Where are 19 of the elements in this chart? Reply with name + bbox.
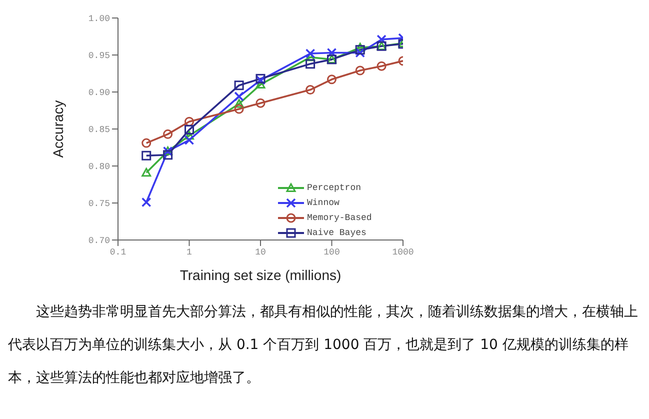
x-tick-label: 10 (255, 247, 266, 258)
x-tick-label: 0.1 (110, 247, 126, 258)
legend-label: Memory-Based (307, 212, 372, 222)
y-tick-label: 0.75 (88, 199, 110, 210)
y-tick-label: 0.85 (88, 125, 110, 136)
y-tick-label: 0.90 (88, 88, 110, 98)
y-tick-label: 0.70 (88, 236, 110, 246)
x-tick-label: 1000 (392, 247, 414, 258)
y-tick-label: 1.00 (88, 14, 110, 24)
text: 这些趋势非常明显首先大部分算法，都具有相似的性能，其次，随着训练数据集的增大，在横轴上代表以百万为单位的训练集大小，从 0.1 个百万到 1000 百万，也就是到了 10 亿规模的训练集的样本，这些算法的性能也都对应地增强了。 (8, 304, 638, 386)
x-axis-title: Training set size (millions) (180, 267, 342, 283)
y-tick-label: 0.80 (88, 162, 110, 172)
y-tick-label: 0.95 (88, 51, 110, 62)
legend-label: Winnow (307, 198, 340, 208)
x-tick-label: 1 (186, 247, 192, 258)
legend-label: Naive Bayes (307, 228, 366, 238)
legend-label: Perceptron (307, 182, 362, 192)
x-tick-label: 100 (324, 247, 340, 258)
y-axis-title: Accuracy (50, 100, 66, 158)
